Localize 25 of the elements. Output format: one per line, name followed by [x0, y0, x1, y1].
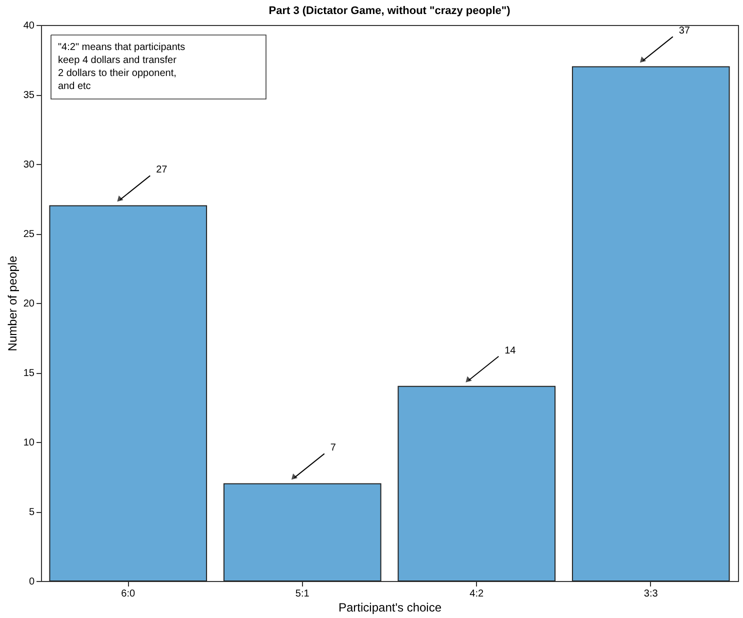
bar	[398, 386, 556, 582]
y-tick-label: 30	[23, 160, 35, 170]
y-tick-label: 15	[23, 368, 35, 379]
y-tick-label: 5	[28, 507, 35, 518]
bar	[572, 66, 730, 582]
x-axis-title: Participant's choice	[338, 600, 442, 614]
y-tick-label: 25	[23, 229, 35, 240]
y-tick-label: 40	[23, 20, 35, 32]
x-tick-label: 6:0	[121, 588, 136, 600]
x-tick-label: 3:3	[644, 588, 658, 600]
data-label: 14	[504, 345, 516, 356]
data-label: 7	[330, 442, 336, 454]
y-tick-label: 0	[28, 576, 35, 588]
y-tick-label: 20	[23, 298, 35, 310]
data-label: 27	[156, 164, 168, 176]
y-tick-label: 35	[23, 90, 35, 101]
data-label: 37	[678, 26, 690, 37]
x-tick-label: 5:1	[295, 588, 310, 600]
annotation: "4:2" means that participants keep 4 dollars and transfer 2 dollars to their opponent, and etc	[58, 42, 186, 92]
bar	[223, 483, 382, 582]
chart-title: Part 3 (Dictator Game, without "crazy people")	[268, 5, 511, 17]
y-axis-title: Number of people	[5, 255, 20, 352]
y-tick-label: 10	[23, 438, 35, 448]
x-tick-label: 4:2	[470, 588, 484, 600]
bar	[49, 205, 208, 582]
